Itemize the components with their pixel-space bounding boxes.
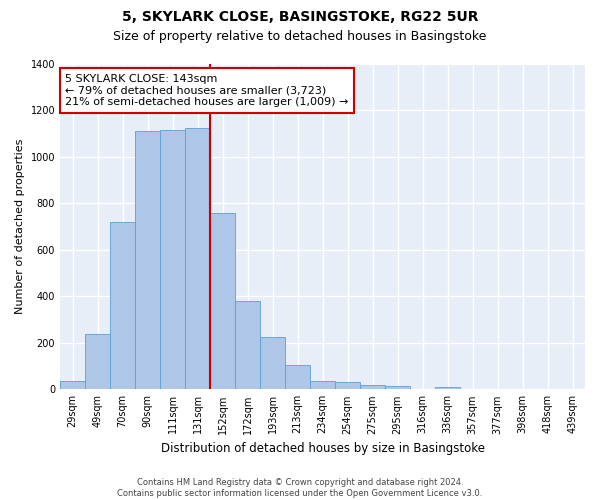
Bar: [185, 128, 210, 390]
Bar: [85, 334, 110, 390]
X-axis label: Distribution of detached houses by size in Basingstoke: Distribution of detached houses by size …: [161, 442, 485, 455]
Bar: [435, 387, 460, 390]
Bar: [385, 386, 410, 390]
Bar: [110, 222, 135, 390]
Bar: [135, 132, 160, 390]
Bar: [60, 381, 85, 390]
Y-axis label: Number of detached properties: Number of detached properties: [15, 139, 25, 314]
Bar: [210, 212, 235, 390]
Text: 5 SKYLARK CLOSE: 143sqm
← 79% of detached houses are smaller (3,723)
21% of semi: 5 SKYLARK CLOSE: 143sqm ← 79% of detache…: [65, 74, 349, 107]
Bar: [160, 130, 185, 390]
Bar: [310, 381, 335, 390]
Bar: [335, 382, 360, 390]
Bar: [260, 337, 285, 390]
Bar: [235, 301, 260, 390]
Bar: [285, 365, 310, 390]
Bar: [360, 384, 385, 390]
Text: 5, SKYLARK CLOSE, BASINGSTOKE, RG22 5UR: 5, SKYLARK CLOSE, BASINGSTOKE, RG22 5UR: [122, 10, 478, 24]
Text: Size of property relative to detached houses in Basingstoke: Size of property relative to detached ho…: [113, 30, 487, 43]
Text: Contains HM Land Registry data © Crown copyright and database right 2024.
Contai: Contains HM Land Registry data © Crown c…: [118, 478, 482, 498]
